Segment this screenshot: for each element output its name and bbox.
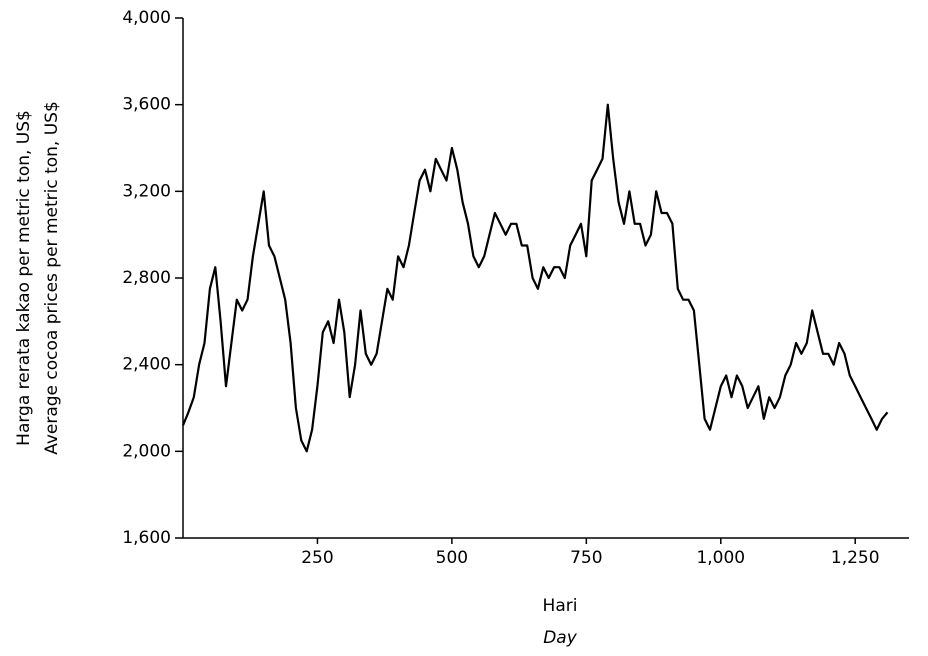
y-tick-label: 3,200 [122,181,171,201]
price-line [181,103,889,453]
x-axis-label-translation: Day [543,628,578,648]
y-axis-label: Harga rerata kakao per metric ton, US$ [14,110,34,446]
y-tick-label: 2,400 [122,355,171,375]
y-tick-label: 3,600 [122,95,171,115]
x-tick-label: 1,000 [696,548,745,568]
x-axis-label: Hari [543,596,578,616]
x-tick-label: 500 [436,548,468,568]
y-tick-label: 2,800 [122,268,171,288]
x-tick-label: 250 [301,548,333,568]
x-tick-label: 750 [570,548,602,568]
y-tick-label: 1,600 [122,528,171,548]
y-axis-label: Average cocoa prices per metric ton, US$ [42,101,62,455]
y-tick-label: 2,000 [122,441,171,461]
y-tick-label: 4,000 [122,8,171,28]
x-tick-label: 1,250 [831,548,880,568]
